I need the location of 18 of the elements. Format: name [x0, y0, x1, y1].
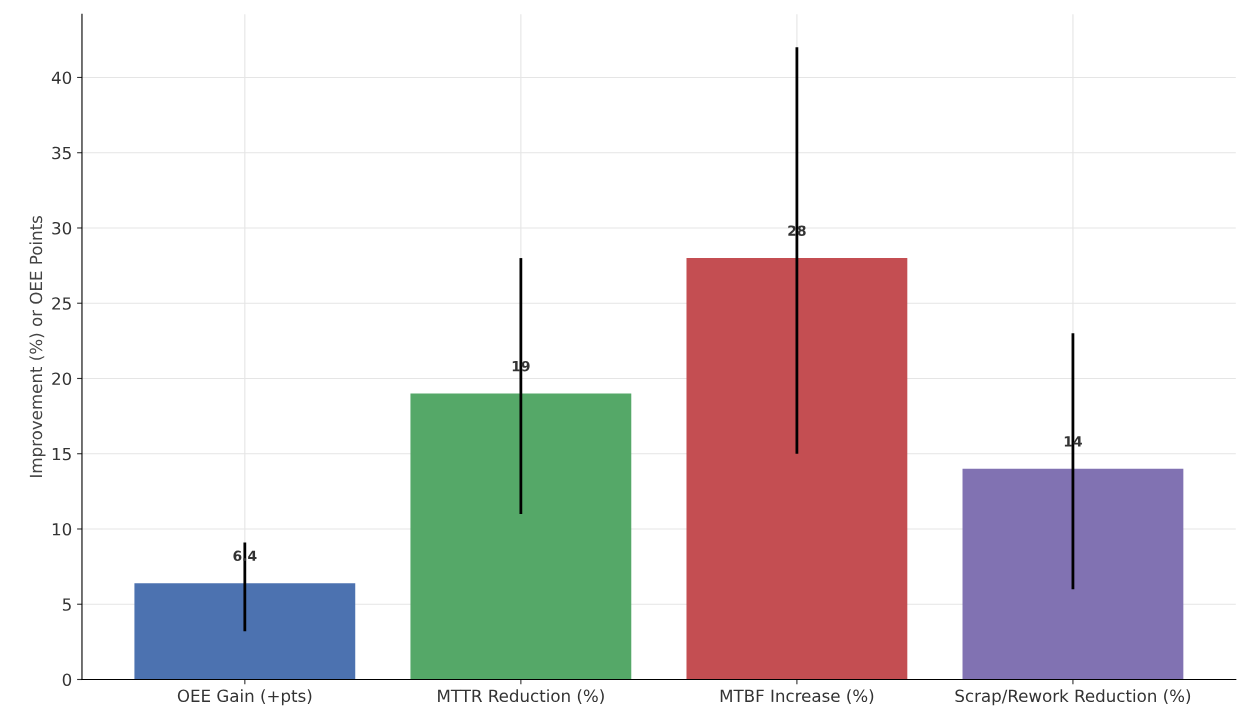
bar	[686, 258, 908, 680]
y-axis-title: Improvement (%) or OEE Points	[29, 215, 46, 477]
y-tick-label: 30	[52, 221, 72, 235]
y-tick-label: 0	[62, 673, 72, 687]
y-tick-label: 10	[52, 522, 72, 536]
y-tick-label: 25	[52, 297, 71, 310]
y-tick-label: 5	[62, 598, 71, 611]
x-tick-label: MTBF Increase (%)	[720, 689, 874, 705]
x-tick-label: Scrap/Rework Reduction (%)	[955, 689, 1191, 706]
bar	[134, 583, 356, 680]
bar	[410, 393, 632, 680]
y-tick-label: 15	[52, 447, 71, 461]
y-tick-label: 40	[51, 71, 72, 85]
x-tick-label: MTTR Reduction (%)	[438, 689, 604, 705]
bar	[962, 468, 1184, 680]
y-tick-label: 20	[52, 372, 72, 386]
y-tick-label: 35	[52, 146, 71, 160]
x-tick-label: OEE Gain (+pts)	[177, 689, 312, 706]
